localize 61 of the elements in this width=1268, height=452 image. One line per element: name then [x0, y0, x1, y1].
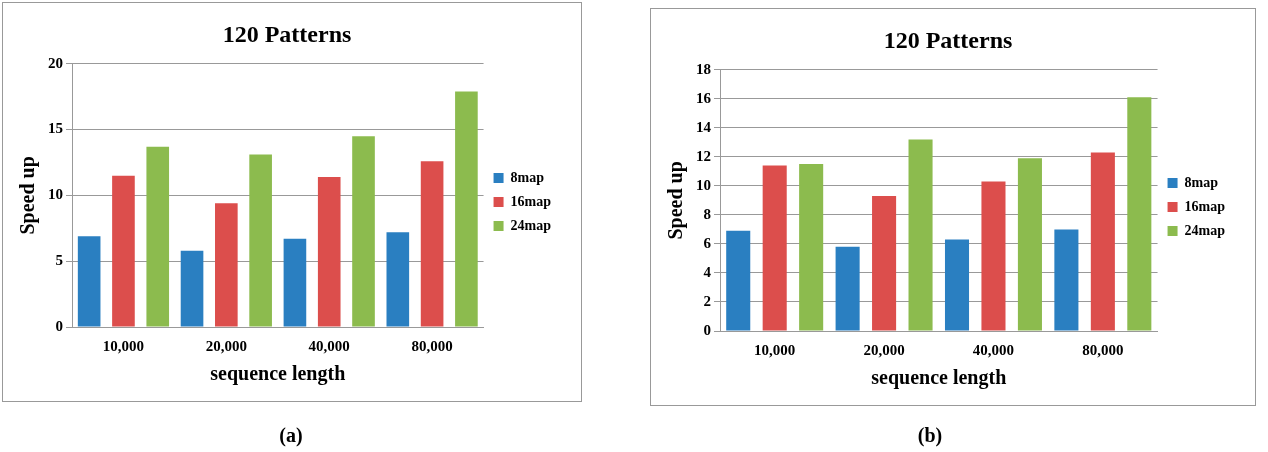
x-axis-title: sequence length	[871, 366, 1007, 390]
x-tick-label: 20,000	[205, 337, 247, 354]
y-tick-label: 10	[48, 186, 63, 203]
bar	[944, 239, 970, 331]
bar	[455, 91, 478, 327]
chart-title: 120 Patterns	[222, 20, 352, 47]
bar	[1054, 229, 1079, 331]
x-tick-label: 40,000	[308, 337, 350, 354]
text: (b)	[916, 424, 944, 447]
y-tick-label: 20	[48, 54, 63, 71]
y-tick-label: 0	[703, 321, 711, 338]
legend-label: 8map	[510, 169, 545, 185]
y-tick-label: 0	[55, 317, 63, 334]
bar	[420, 161, 444, 327]
x-tick-label: 10,000	[102, 337, 145, 354]
bar	[762, 165, 787, 331]
y-tick-label: 5	[55, 252, 63, 269]
y-tick-label: 14	[696, 118, 712, 135]
legend-label: 24map	[1184, 222, 1226, 238]
x-tick-label: 80,000	[411, 337, 453, 354]
x-axis-title: sequence length	[210, 362, 346, 386]
bar	[908, 139, 933, 331]
bar	[726, 230, 751, 331]
y-axis-title: Speed up	[664, 161, 688, 240]
y-tick-label: 10	[696, 176, 711, 193]
chart-title: 120 Patterns	[883, 26, 1013, 53]
legend-label: 16map	[510, 193, 552, 209]
bar	[981, 181, 1006, 331]
bar	[180, 250, 204, 327]
y-tick-label: 12	[696, 147, 711, 164]
legend-label: 8map	[1184, 174, 1219, 190]
bar	[352, 136, 375, 327]
y-tick-label: 15	[48, 120, 63, 137]
bar	[872, 196, 897, 331]
legend-label: 24map	[510, 217, 552, 233]
y-tick-label: 6	[703, 234, 712, 251]
bar	[799, 164, 824, 331]
bar	[283, 238, 307, 327]
y-tick-label: 18	[696, 60, 711, 77]
bar	[317, 176, 341, 327]
bar	[146, 146, 170, 327]
bar	[215, 203, 238, 327]
x-tick-label: 20,000	[863, 341, 905, 358]
bar	[835, 246, 860, 331]
bar	[1127, 97, 1152, 331]
y-tick-label: 16	[696, 89, 712, 106]
bar	[249, 154, 272, 327]
y-tick-label: 4	[703, 263, 712, 280]
y-axis-title: Speed up	[16, 156, 40, 235]
bar	[386, 232, 410, 327]
x-tick-label: 40,000	[972, 341, 1015, 358]
text: (a)	[278, 424, 304, 447]
bar	[1017, 158, 1042, 331]
bar	[1090, 152, 1115, 331]
bar	[112, 175, 135, 327]
x-tick-label: 10,000	[754, 341, 796, 358]
x-tick-label: 80,000	[1082, 341, 1124, 358]
bar	[77, 236, 101, 327]
legend-label: 16map	[1184, 198, 1226, 214]
y-tick-label: 8	[703, 205, 711, 222]
y-tick-label: 2	[703, 292, 711, 309]
